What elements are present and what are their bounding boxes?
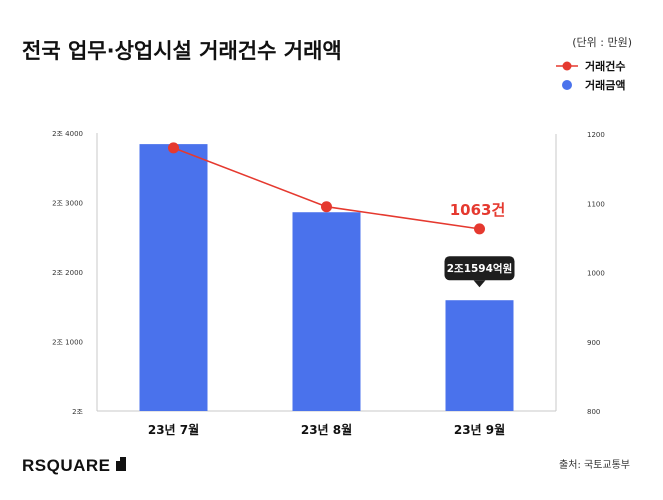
brand-mark-icon: [116, 457, 126, 471]
chart-title: 전국 업무·상업시설 거래건수 거래액: [22, 39, 342, 63]
left-tick-label: 2조 2000: [52, 269, 83, 277]
legend-dot-marker: [562, 80, 572, 90]
right-tick-label: 900: [587, 339, 600, 347]
legend-label: 거래금액: [585, 78, 625, 92]
left-tick-label: 2조 3000: [52, 200, 83, 208]
value-callout: 2조1594억원: [444, 256, 515, 288]
line-series: [168, 142, 485, 235]
right-tick-label: 1000: [587, 270, 605, 278]
callout-label: 2조1594억원: [447, 262, 513, 275]
line-point: [321, 201, 332, 213]
unit-label: (단위 : 만원): [572, 36, 632, 49]
x-tick-label: 23년 7월: [148, 422, 199, 437]
bar: [292, 212, 361, 411]
left-tick-label: 2조 1000: [52, 339, 83, 347]
legend-dot-marker: [562, 61, 572, 71]
x-tick-label: 23년 8월: [301, 422, 352, 437]
annotations: 1063건 2조1594억원: [444, 201, 515, 288]
line-point: [474, 223, 485, 235]
source-note: 출처: 국토교통부: [559, 459, 630, 471]
bar-series: [139, 144, 514, 411]
brand-logo: RSQUARE: [22, 456, 126, 475]
brand-wordmark: RSQUARE: [22, 456, 111, 475]
x-tick-label: 23년 9월: [454, 422, 505, 437]
callout-box: [444, 256, 515, 281]
line-point: [168, 142, 179, 154]
bar: [445, 300, 514, 411]
right-tick-label: 1100: [587, 200, 605, 208]
right-tick-label: 800: [587, 408, 600, 416]
left-tick-label: 2조 4000: [52, 130, 83, 138]
bar: [139, 144, 208, 411]
callout-pointer: [473, 280, 486, 288]
left-tick-label: 2조: [72, 408, 83, 416]
data-label: 1063건: [450, 201, 506, 219]
right-tick-label: 1200: [587, 131, 605, 139]
legend-label: 거래건수: [585, 59, 625, 73]
